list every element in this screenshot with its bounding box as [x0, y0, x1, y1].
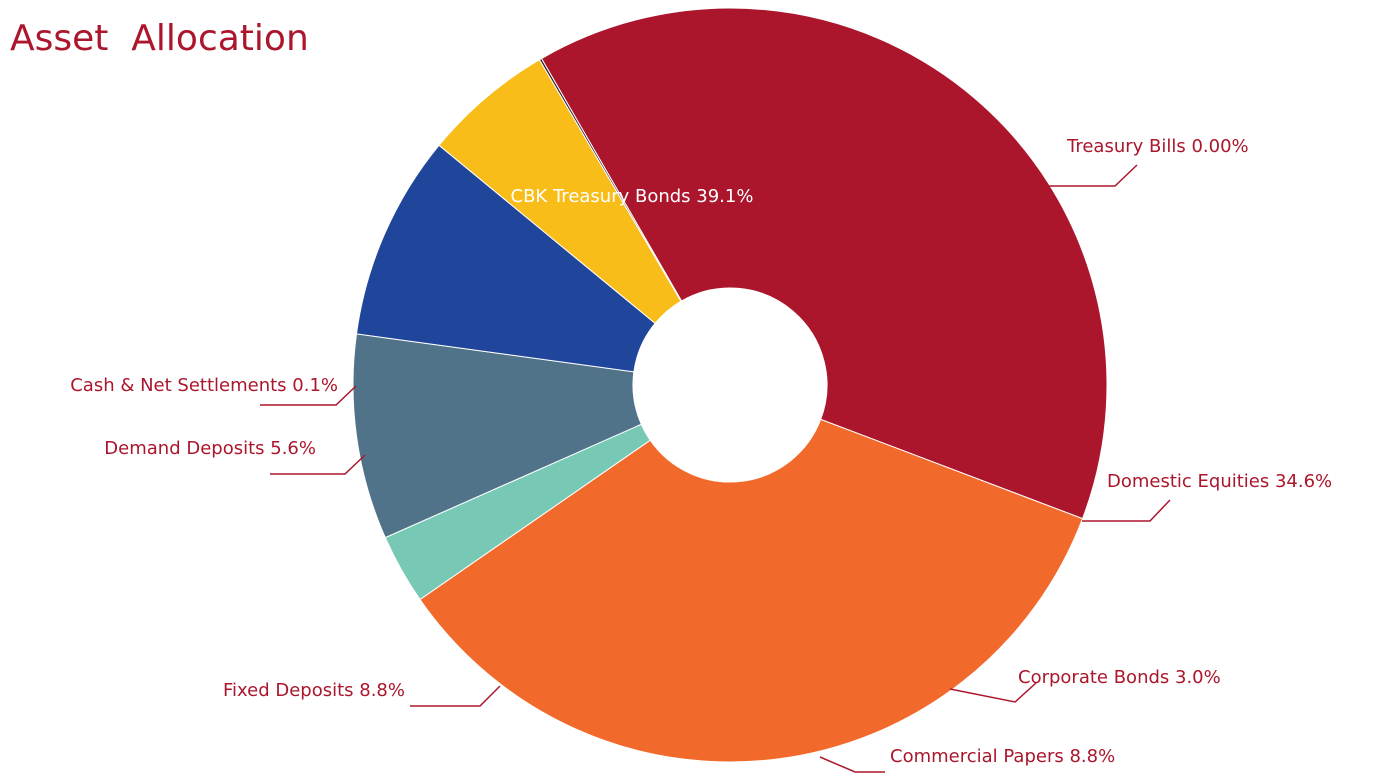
data-label-treasury-bills-0-00: Treasury Bills 0.00%: [1066, 136, 1249, 157]
callout-labels: CBK Treasury Bonds 39.1% Treasury Bills 0…: [70, 136, 1332, 767]
slice-commercial-papers-8-8: [352, 333, 642, 539]
donut-slices: [352, 7, 1108, 763]
callout-lines: [260, 164, 1171, 773]
leader-line-demand-deposits-5-6: [270, 454, 366, 475]
data-label-demand-deposits-5-6: Demand Deposits 5.6%: [104, 438, 316, 459]
leader-line-corporate-bonds-3-0: [949, 682, 1037, 703]
leader-line-domestic-equities-34-6: [1082, 499, 1171, 522]
data-label-corporate-bonds-3-0: Corporate Bonds 3.0%: [1018, 667, 1221, 688]
leader-line-fixed-deposits-8-8: [410, 685, 501, 707]
slice-domestic-equities-34-6: [419, 418, 1084, 763]
data-label-domestic-equities-34-6: Domestic Equities 34.6%: [1107, 471, 1332, 492]
leader-line-treasury-bills-0-00: [1045, 164, 1138, 187]
data-label-fixed-deposits-8-8: Fixed Deposits 8.8%: [223, 680, 405, 701]
chart-title: Asset Allocation: [10, 18, 309, 59]
data-label-cash-and-net-settlements-0-1: Cash & Net Settlements 0.1%: [70, 375, 338, 396]
leader-line-commercial-papers-8-8: [819, 756, 885, 773]
data-label-commercial-papers-8-8: Commercial Papers 8.8%: [890, 746, 1115, 767]
data-label-cbk-treasury-bonds-39-1: CBK Treasury Bonds 39.1%: [511, 186, 754, 207]
slice-fixed-deposits-8-8: [355, 144, 656, 373]
slice-cbk-treasury-bonds-39-1: [540, 7, 1108, 520]
leader-line-cash-and-net-settlements-0-1: [260, 385, 357, 406]
slice-cash-and-net-settlements-0-1: [538, 57, 683, 302]
